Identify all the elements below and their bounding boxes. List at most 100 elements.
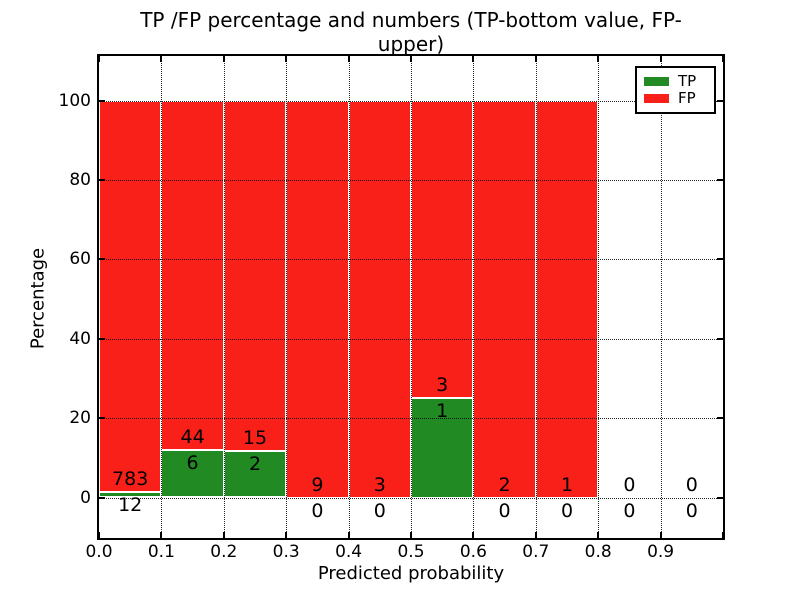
bar-label-tp: 6 xyxy=(186,451,199,474)
tick-mark-bottom xyxy=(285,532,288,538)
legend-item-fp: FP xyxy=(644,90,714,107)
bar-label-tp: 1 xyxy=(436,400,449,423)
x-axis-label: Predicted probability xyxy=(317,563,505,584)
tick-mark-bottom xyxy=(347,532,350,538)
plot-area: 783 12 44 6 15 2 9 0 3 0 3 1 2 0 1 0 0 0 0 0 TP FP xyxy=(97,54,725,540)
legend-swatch-fp xyxy=(644,94,669,103)
legend-swatch-tp xyxy=(644,77,669,86)
tick-mark-bottom xyxy=(722,532,724,538)
x-tick-label: 0.5 xyxy=(397,542,425,562)
legend: TP FP xyxy=(635,66,716,114)
gridline-vertical xyxy=(161,56,163,538)
gridline-horizontal xyxy=(99,259,723,261)
tick-mark-right xyxy=(717,337,723,340)
bar-label-tp: 0 xyxy=(498,499,511,522)
bar-segment-fp xyxy=(286,100,349,498)
tick-mark-right xyxy=(717,417,723,420)
bar-label-fp: 15 xyxy=(242,426,268,449)
tick-mark-bottom xyxy=(534,532,537,538)
tick-mark-bottom xyxy=(160,532,163,538)
tick-mark-right xyxy=(717,178,723,181)
tick-mark-left xyxy=(99,99,105,102)
bar-segment-tp xyxy=(99,491,162,498)
gridline-horizontal xyxy=(99,497,723,499)
bar-label-tp: 0 xyxy=(685,499,698,522)
tick-mark-top xyxy=(285,56,288,62)
bar-label-fp: 9 xyxy=(311,473,324,496)
y-tick-label: 80 xyxy=(69,169,91,190)
bar-label-fp: 1 xyxy=(560,473,574,496)
tick-mark-right xyxy=(717,496,723,499)
y-tick-label: 0 xyxy=(80,487,91,508)
tick-mark-top xyxy=(347,56,350,62)
gridline-vertical xyxy=(473,56,475,538)
tick-mark-left xyxy=(99,417,105,420)
tick-mark-top xyxy=(722,56,724,62)
legend-item-tp: TP xyxy=(644,73,714,90)
x-tick-label: 0.9 xyxy=(647,542,675,562)
x-tick-label: 0.2 xyxy=(210,542,238,562)
gridline-vertical xyxy=(660,56,662,538)
tick-mark-left xyxy=(99,178,105,181)
x-tick-label: 0.1 xyxy=(147,542,175,562)
gridline-horizontal xyxy=(99,418,723,420)
bar-segment-fp xyxy=(161,100,224,450)
bar-label-fp: 3 xyxy=(373,473,386,496)
tick-mark-bottom xyxy=(410,532,412,538)
bar-label-fp: 44 xyxy=(180,425,205,448)
y-tick-label: 20 xyxy=(69,408,91,429)
gridline-vertical xyxy=(286,56,288,538)
gridline-vertical xyxy=(411,56,412,538)
x-tick-label: 0.6 xyxy=(459,542,487,562)
tick-mark-top xyxy=(222,56,225,62)
tick-mark-left xyxy=(99,496,105,499)
x-tick-label: 0.0 xyxy=(85,542,113,562)
gridline-vertical xyxy=(535,56,537,538)
gridline-horizontal xyxy=(99,338,723,340)
bar-segment-fp xyxy=(99,100,162,492)
tick-mark-top xyxy=(98,56,100,62)
tick-mark-left xyxy=(99,337,105,340)
bar-label-tp: 2 xyxy=(248,452,262,475)
gridline-horizontal xyxy=(99,179,723,181)
bar-label-tp: 0 xyxy=(311,499,324,522)
x-tick-label: 0.4 xyxy=(335,542,363,562)
bar-segment-tp xyxy=(223,450,287,498)
tick-mark-right xyxy=(717,258,723,261)
tick-mark-bottom xyxy=(659,532,662,538)
tick-mark-top xyxy=(472,56,475,62)
bar-label-tp: 0 xyxy=(373,499,386,522)
tick-mark-bottom xyxy=(597,532,600,538)
tick-mark-top xyxy=(410,56,412,62)
tick-mark-bottom xyxy=(98,532,100,538)
bar-segment-fp xyxy=(535,100,599,498)
y-tick-label: 60 xyxy=(69,249,91,270)
tick-mark-top xyxy=(597,56,600,62)
bar-label-tp: 0 xyxy=(623,499,636,522)
tick-mark-top xyxy=(534,56,537,62)
bar-label-fp: 2 xyxy=(498,473,511,496)
gridline-vertical xyxy=(598,56,600,538)
chart-title-line1: TP /FP percentage and numbers (TP-bottom… xyxy=(140,8,682,56)
legend-label: TP xyxy=(678,72,697,90)
gridline-vertical xyxy=(348,56,350,538)
bar-segment-fp xyxy=(411,100,474,399)
bar-label-fp: 3 xyxy=(436,374,449,397)
bar-segment-fp xyxy=(348,100,411,498)
x-tick-label: 0.3 xyxy=(272,542,300,562)
bar-segment-fp xyxy=(473,100,536,498)
y-tick-label: 100 xyxy=(58,90,91,111)
y-tick-label: 40 xyxy=(69,328,91,349)
tick-mark-bottom xyxy=(472,532,475,538)
bar-label-fp: 783 xyxy=(112,467,149,490)
legend-label: FP xyxy=(678,89,696,107)
gridline-horizontal xyxy=(99,100,723,102)
bar-label-fp: 0 xyxy=(623,473,636,496)
bar-segment-tp xyxy=(161,449,224,498)
tick-mark-right xyxy=(717,99,723,102)
tick-mark-top xyxy=(659,56,662,62)
gridline-vertical xyxy=(223,56,225,538)
bar-segment-fp xyxy=(223,100,287,451)
x-tick-label: 0.7 xyxy=(522,542,550,562)
